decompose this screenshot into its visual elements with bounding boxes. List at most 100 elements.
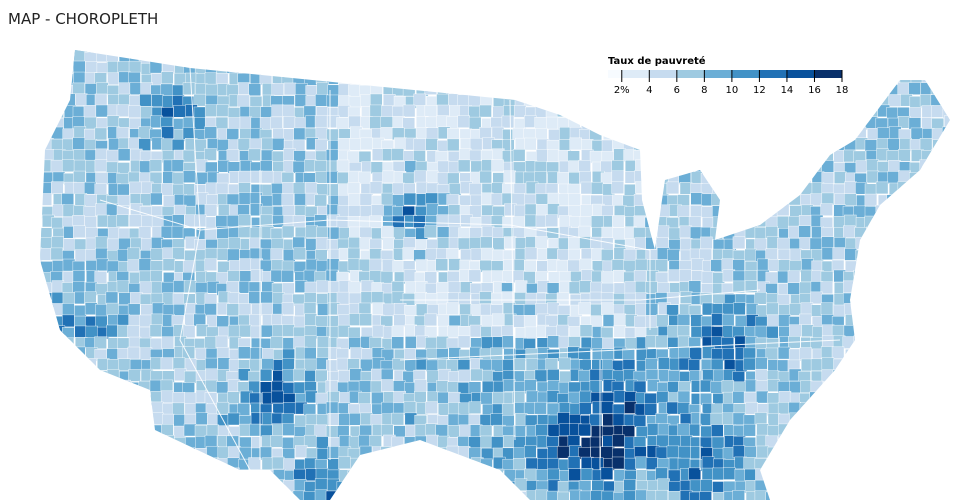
county-cell: [833, 358, 846, 372]
county-cell: [336, 117, 349, 130]
county-cell: [457, 414, 471, 427]
county-cell: [150, 50, 164, 63]
county-cell: [106, 115, 120, 128]
county-cell: [293, 127, 306, 141]
county-cell: [261, 324, 274, 338]
county-cell: [909, 52, 922, 65]
county-cell: [645, 50, 659, 53]
county-cell: [51, 217, 64, 230]
county-cell: [96, 381, 110, 395]
county-cell: [62, 303, 75, 316]
county-cell: [556, 445, 570, 459]
county-cell: [710, 50, 724, 63]
county-cell: [326, 94, 340, 108]
county-cell: [568, 248, 581, 262]
county-cell: [888, 205, 902, 219]
county-cell: [282, 324, 295, 337]
county-cell: [204, 72, 218, 85]
county-cell: [931, 249, 945, 262]
county-cell: [843, 280, 856, 294]
county-cell: [303, 491, 316, 500]
county-cell: [524, 214, 538, 228]
county-cell: [712, 205, 725, 218]
county-cell: [347, 480, 361, 494]
county-cell: [513, 370, 526, 384]
county-cell: [821, 448, 834, 461]
county-cell: [128, 469, 142, 482]
county-cell: [942, 214, 950, 228]
county-cell: [743, 457, 756, 470]
county-cell: [195, 412, 209, 425]
county-cell: [151, 94, 164, 107]
county-cell: [744, 336, 758, 349]
county-cell: [116, 214, 129, 227]
county-cell: [348, 237, 361, 250]
county-cell: [536, 149, 549, 162]
county-cell: [777, 402, 791, 415]
county-cell: [259, 117, 273, 130]
county-cell: [898, 149, 911, 162]
county-cell: [95, 236, 108, 249]
county-cell: [360, 412, 373, 426]
county-cell: [843, 368, 857, 381]
county-cell: [713, 93, 726, 107]
county-cell: [437, 104, 450, 118]
county-cell: [831, 379, 845, 392]
county-cell: [877, 390, 890, 404]
county-cell: [226, 281, 239, 294]
county-cell: [73, 346, 86, 360]
county-cell: [282, 479, 296, 493]
county-cell: [294, 94, 308, 107]
county-cell: [688, 126, 702, 140]
county-cell: [61, 159, 75, 172]
county-cell: [909, 327, 923, 340]
county-cell: [897, 281, 911, 294]
county-cell: [250, 170, 264, 184]
county-cell: [260, 195, 273, 208]
county-cell: [402, 468, 415, 482]
county-cell: [932, 161, 945, 175]
county-cell: [182, 127, 196, 140]
county-cell: [711, 424, 724, 437]
county-cell: [854, 50, 867, 63]
county-cell: [51, 490, 65, 500]
county-cell: [645, 116, 658, 129]
county-cell: [666, 50, 679, 52]
county-cell: [877, 269, 891, 283]
county-cell: [655, 489, 669, 500]
county-cell: [149, 458, 163, 471]
county-cell: [326, 128, 339, 142]
county-cell: [766, 172, 779, 185]
county-cell: [955, 425, 960, 437]
county-cell: [305, 225, 319, 238]
county-cell: [568, 172, 581, 185]
county-cell: [930, 259, 944, 272]
county-cell: [765, 83, 778, 96]
county-cell: [292, 236, 305, 250]
county-cell: [667, 469, 681, 483]
county-cell: [787, 94, 800, 108]
county-cell: [372, 324, 385, 338]
county-cell: [294, 414, 307, 428]
county-cell: [600, 327, 614, 340]
county-cell: [921, 324, 935, 338]
county-cell: [391, 73, 405, 86]
county-cell: [72, 82, 85, 96]
county-cell: [96, 82, 109, 95]
county-cell: [161, 424, 174, 437]
county-cell: [921, 414, 934, 427]
county-cell: [645, 204, 659, 218]
county-cell: [314, 160, 327, 173]
county-cell: [94, 271, 107, 284]
county-cell: [64, 480, 77, 494]
county-cell: [129, 457, 142, 470]
county-cell: [118, 82, 131, 95]
county-cell: [151, 50, 164, 53]
county-cell: [789, 412, 802, 426]
county-cell: [809, 138, 823, 151]
county-cell: [424, 457, 437, 471]
county-cell: [886, 50, 899, 53]
county-cell: [40, 304, 43, 318]
county-cell: [855, 249, 869, 263]
county-cell: [437, 160, 450, 174]
